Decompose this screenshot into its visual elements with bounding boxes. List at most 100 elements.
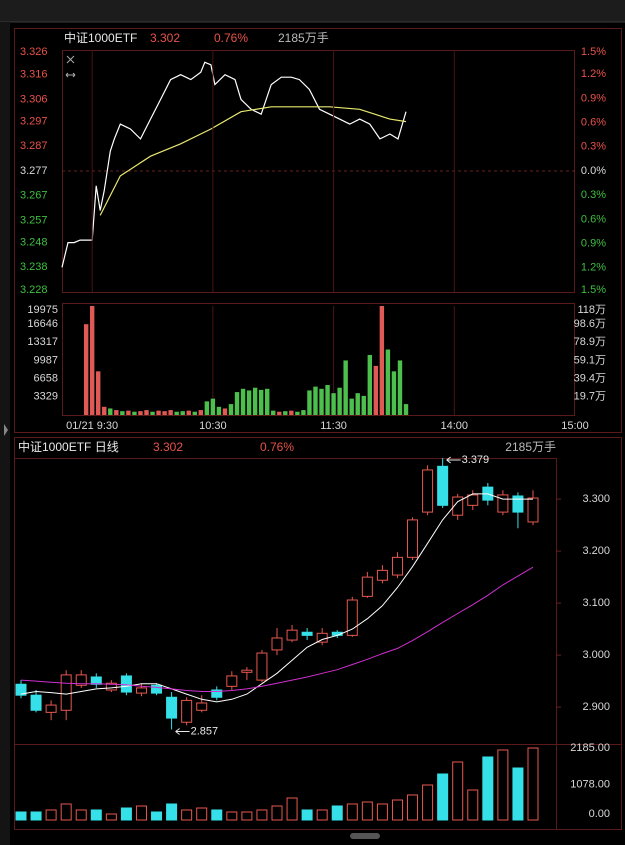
- candle-body: [211, 689, 223, 698]
- y-tick-label: 2185.00: [570, 742, 610, 754]
- panel-tools[interactable]: [65, 55, 76, 78]
- volume-bar: [307, 390, 312, 415]
- volume-bar: [126, 410, 131, 415]
- candle-body: [467, 494, 479, 506]
- volume-bar: [295, 411, 300, 415]
- candle-body: [271, 637, 283, 651]
- volume-bar: [379, 306, 385, 415]
- y-tick-label: 3329: [34, 391, 58, 403]
- volume-bar: [346, 803, 358, 821]
- intraday-frame: [14, 28, 622, 433]
- candle-body: [286, 629, 298, 641]
- y2-tick-label: 39.4万: [574, 373, 606, 385]
- volume-bar: [437, 773, 449, 821]
- y2-tick-label: 1.5%: [581, 284, 606, 296]
- volume-bar: [265, 388, 270, 415]
- daily-name: 中证1000ETF 日线: [18, 439, 119, 454]
- volume-bar: [422, 784, 434, 821]
- moving-average: [20, 493, 533, 703]
- candle-body: [45, 704, 57, 713]
- resize-tool[interactable]: [65, 72, 76, 78]
- volume-bar: [132, 411, 137, 415]
- x-tick-label: 01/21 9:30: [66, 420, 118, 432]
- candle-body: [301, 631, 313, 636]
- y-tick-label: 3.238: [20, 261, 48, 273]
- candle-body: [497, 494, 509, 513]
- volume-bar: [90, 809, 102, 821]
- volume-bar: [96, 371, 101, 415]
- candle-body: [196, 702, 208, 711]
- volume-bar: [482, 756, 494, 821]
- volume-bar: [246, 390, 252, 415]
- volume-bar: [337, 387, 342, 415]
- candle-body: [256, 652, 268, 681]
- daily-price: 3.302: [153, 440, 183, 454]
- volume-bar: [75, 809, 87, 821]
- volume-bar: [349, 398, 354, 415]
- y-tick-label: 3.257: [20, 214, 48, 226]
- y-tick-label: 3.100: [582, 597, 610, 609]
- volume-bar: [325, 384, 330, 415]
- daily-volume: 2185万手: [505, 440, 556, 454]
- volume-bar: [166, 803, 178, 821]
- y-tick-label: 0.00: [589, 808, 610, 820]
- y2-tick-label: 0.0%: [581, 165, 606, 177]
- volume-bar: [210, 398, 216, 415]
- y-tick-label: 3.248: [20, 237, 48, 249]
- volume-bar: [222, 408, 228, 415]
- volume-bar: [283, 411, 288, 415]
- volume-bar: [271, 805, 283, 821]
- volume-bar: [512, 767, 524, 821]
- candle-body: [30, 694, 42, 711]
- y-tick-label: 3.287: [20, 140, 48, 152]
- volume-bar: [376, 803, 388, 821]
- volume-bar: [258, 389, 264, 415]
- side-arrow[interactable]: [4, 424, 8, 436]
- volume-bar: [89, 306, 95, 415]
- volume-bar: [319, 388, 324, 415]
- x-tick-label: 11:30: [320, 420, 347, 432]
- volume-bar: [105, 813, 117, 821]
- volume-bar: [60, 803, 72, 821]
- scroll-handle[interactable]: [350, 833, 380, 839]
- volume-bar: [151, 811, 163, 821]
- volume-bar: [289, 410, 294, 415]
- y-tick-label: 3.277: [20, 165, 48, 177]
- y2-tick-label: 0.9%: [581, 238, 606, 250]
- price-line: [61, 61, 407, 268]
- y2-tick-label: 0.6%: [581, 213, 606, 225]
- volume-bar: [15, 811, 27, 821]
- volume-bar: [256, 809, 268, 821]
- intraday-price: 3.302: [150, 31, 180, 45]
- candle-body: [181, 699, 193, 723]
- volume-bar: [240, 388, 246, 415]
- volume-bar: [252, 387, 258, 415]
- y2-tick-label: 1.2%: [581, 68, 606, 80]
- volume-bar: [138, 411, 143, 415]
- close-tool[interactable]: [66, 55, 75, 64]
- volume-bar: [186, 410, 191, 415]
- candle-body: [135, 687, 147, 694]
- volume-bar: [527, 747, 539, 821]
- volume-bar: [277, 411, 282, 415]
- candle-body: [166, 696, 178, 719]
- volume-bar: [45, 809, 57, 821]
- y-tick-label: 1078.00: [570, 778, 610, 790]
- candle-body: [15, 683, 27, 696]
- candle-body: [422, 469, 434, 513]
- y2-tick-label: 78.9万: [574, 336, 606, 348]
- volume-bar: [196, 807, 208, 821]
- volume-bar: [497, 749, 509, 821]
- volume-bar: [286, 797, 298, 821]
- y-tick-label: 9987: [34, 354, 58, 366]
- volume-bar: [234, 392, 240, 415]
- volume-bar: [108, 408, 113, 415]
- y-tick-label: 13317: [27, 336, 58, 348]
- candle-body: [527, 497, 539, 523]
- volume-bar: [162, 411, 167, 415]
- volume-bar: [192, 411, 197, 415]
- volume-bar: [211, 809, 223, 821]
- volume-bar: [174, 411, 179, 415]
